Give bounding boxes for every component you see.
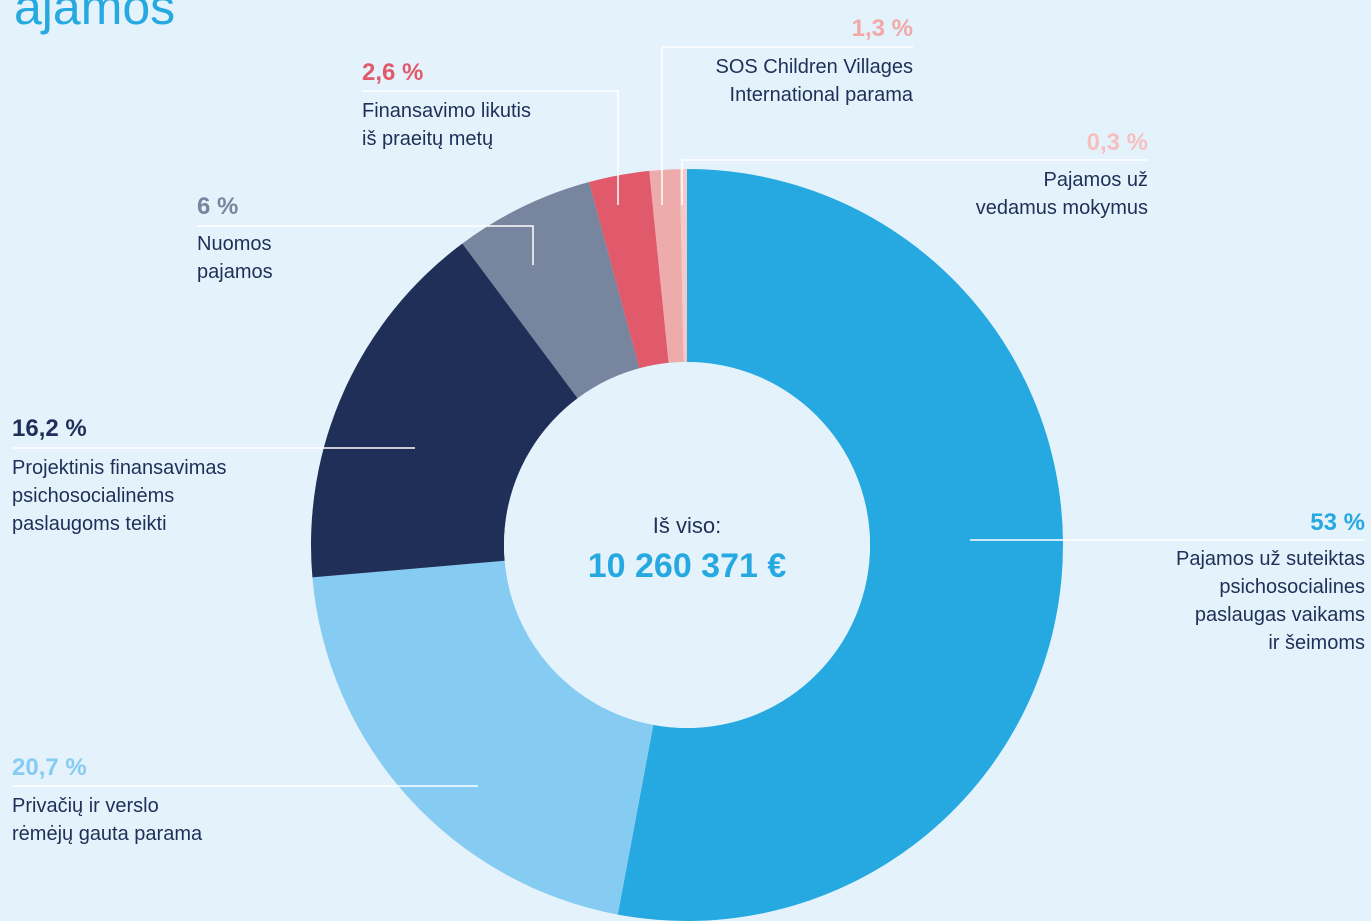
category-label: Projektinis finansavimas psichosocialinėm… bbox=[12, 457, 227, 535]
donut-slice bbox=[312, 560, 654, 915]
donut-slice bbox=[649, 169, 684, 363]
donut-slice bbox=[679, 169, 687, 363]
leader-line bbox=[197, 225, 534, 265]
category-label: Nuomos pajamos bbox=[197, 233, 273, 283]
leader-line bbox=[681, 159, 1148, 205]
value-label: 16,2 % bbox=[12, 415, 87, 442]
donut-slice bbox=[617, 168, 1064, 921]
center-label: Iš viso: bbox=[653, 513, 721, 538]
chart-title: ajamos bbox=[14, 0, 175, 35]
category-label: SOS Children Villages International param… bbox=[715, 56, 913, 106]
value-label: 20,7 % bbox=[12, 754, 87, 781]
leader-line bbox=[362, 90, 619, 205]
value-label: 2,6 % bbox=[362, 59, 423, 86]
category-label: Finansavimo likutis iš praeitų metų bbox=[362, 100, 531, 150]
donut-slice bbox=[311, 243, 578, 578]
donut-slice bbox=[589, 170, 669, 369]
center-value: 10 260 371 € bbox=[588, 547, 787, 585]
donut-hole bbox=[504, 362, 870, 728]
category-label: Pajamos už vedamus mokymus bbox=[976, 169, 1148, 219]
value-label: 1,3 % bbox=[852, 15, 913, 42]
category-label: Privačių ir verslo rėmėjų gauta parama bbox=[12, 795, 203, 845]
value-label: 53 % bbox=[1310, 509, 1365, 536]
leader-line bbox=[661, 46, 913, 205]
category-label: Pajamos už suteiktas psichosocialines pasl… bbox=[1176, 548, 1365, 654]
value-label: 0,3 % bbox=[1087, 129, 1148, 156]
value-label: 6 % bbox=[197, 193, 238, 220]
donut-slice bbox=[462, 181, 640, 399]
